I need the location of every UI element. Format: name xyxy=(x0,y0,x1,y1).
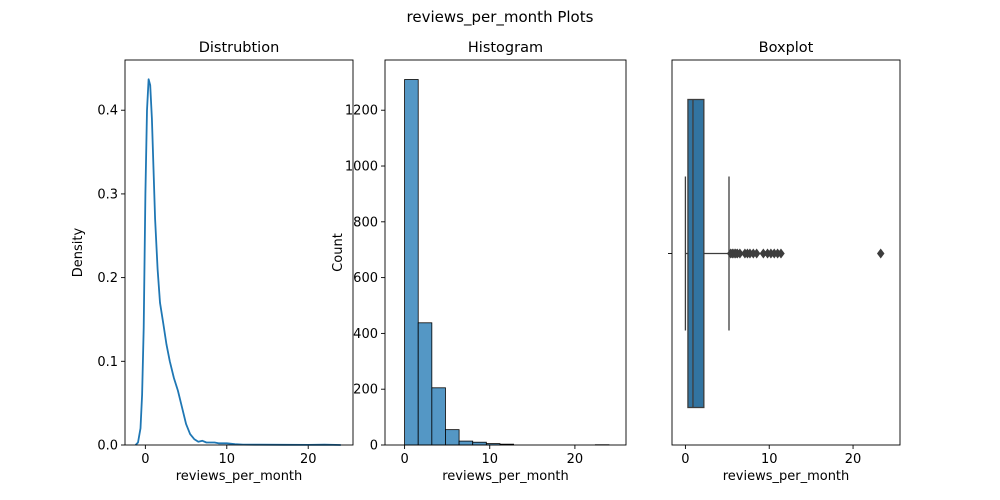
histogram-bar xyxy=(445,429,460,446)
y-tick-label: 800 xyxy=(353,215,378,230)
x-axis-label: reviews_per_month xyxy=(176,469,303,484)
y-tick-label: 0.1 xyxy=(97,355,118,370)
histogram-bar xyxy=(458,440,474,446)
histogram-bar xyxy=(404,79,419,446)
x-axis-label: reviews_per_month xyxy=(723,469,850,484)
x-tick-label: 20 xyxy=(845,452,862,467)
y-tick-label: 1200 xyxy=(345,104,378,119)
panel-title: Histogram xyxy=(468,40,543,56)
histogram-panel: Histogram 0 10 20 reviews_per_month 0 200 400 60… xyxy=(331,40,627,484)
axes-frame xyxy=(671,59,901,446)
x-tick-label: 10 xyxy=(219,452,236,467)
x-tick-label: 10 xyxy=(761,452,778,467)
axes-frame xyxy=(384,59,627,446)
figure-suptitle: reviews_per_month Plots xyxy=(407,8,594,27)
y-axis-label: Density xyxy=(71,227,86,277)
outlier-point xyxy=(876,248,885,259)
outlier-point xyxy=(777,248,785,259)
panel-title: Boxplot xyxy=(759,40,814,56)
x-tick-label: 0 xyxy=(400,452,408,467)
y-tick-label: 0 xyxy=(370,439,378,454)
axes-frame xyxy=(124,59,354,446)
outlier-point xyxy=(736,248,744,259)
y-tick-label: 200 xyxy=(353,383,378,398)
y-axis-label: Count xyxy=(331,233,346,272)
panel-title: Distrubtion xyxy=(199,40,280,56)
y-tick-label: 600 xyxy=(353,271,378,286)
y-tick-label: 1000 xyxy=(345,160,378,175)
boxplot-panel: Boxplot 0 10 20 reviews_per_month xyxy=(668,40,901,484)
outlier-point xyxy=(752,248,761,259)
x-tick-label: 10 xyxy=(481,452,498,467)
y-tick-label: 0.4 xyxy=(97,104,118,119)
x-tick-label: 0 xyxy=(681,452,689,467)
x-tick-label: 20 xyxy=(300,452,317,467)
histogram-bar xyxy=(417,322,433,446)
density-line xyxy=(134,78,341,446)
iqr-box xyxy=(687,98,705,409)
distribution-panel: Distrubtion 0 10 20 reviews_per_month 0.0 0.1 0… xyxy=(71,40,354,484)
x-tick-label: 20 xyxy=(567,452,584,467)
y-tick-label: 0.3 xyxy=(97,187,118,202)
y-tick-label: 0.0 xyxy=(97,439,118,454)
y-tick-label: 0.2 xyxy=(97,271,118,286)
y-tick-label: 400 xyxy=(353,327,378,342)
x-tick-label: 0 xyxy=(141,452,149,467)
histogram-bar xyxy=(431,387,446,446)
x-axis-label: reviews_per_month xyxy=(442,469,569,484)
